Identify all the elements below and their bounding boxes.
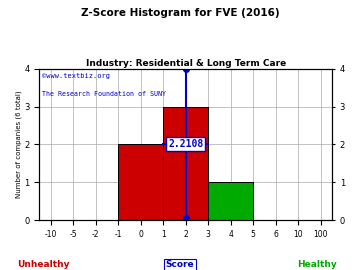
Bar bbox=[118, 144, 163, 220]
Bar bbox=[163, 107, 208, 220]
Title: Industry: Residential & Long Term Care: Industry: Residential & Long Term Care bbox=[86, 59, 286, 68]
Bar bbox=[163, 107, 208, 220]
Text: 2.2108: 2.2108 bbox=[168, 139, 203, 149]
Bar bbox=[118, 144, 163, 220]
Text: Unhealthy: Unhealthy bbox=[17, 260, 69, 269]
Y-axis label: Number of companies (6 total): Number of companies (6 total) bbox=[15, 90, 22, 198]
Text: Z-Score Histogram for FVE (2016): Z-Score Histogram for FVE (2016) bbox=[81, 8, 279, 18]
Bar bbox=[208, 182, 253, 220]
Bar bbox=[208, 182, 253, 220]
Text: Score: Score bbox=[166, 260, 194, 269]
Text: Healthy: Healthy bbox=[297, 260, 337, 269]
Text: The Research Foundation of SUNY: The Research Foundation of SUNY bbox=[42, 91, 166, 97]
Text: ©www.textbiz.org: ©www.textbiz.org bbox=[42, 73, 110, 79]
